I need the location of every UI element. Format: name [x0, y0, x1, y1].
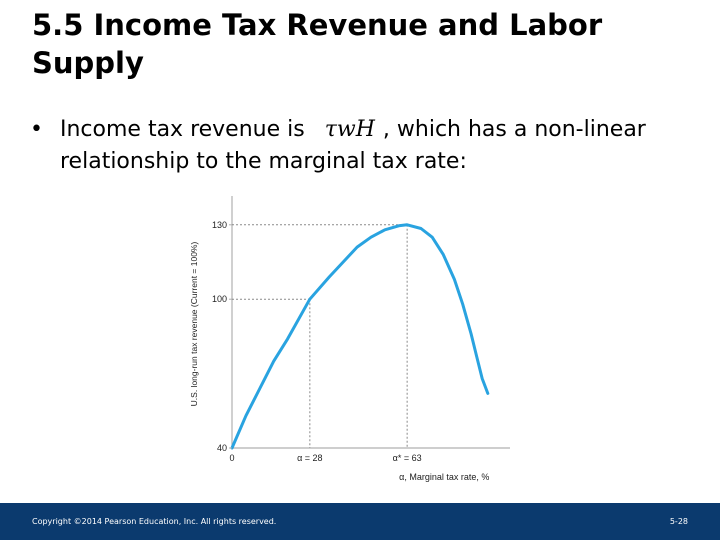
- footer-page-number: 5-28: [669, 517, 688, 526]
- x-tick-label: α = 28: [297, 453, 322, 463]
- slide-title: 5.5 Income Tax Revenue and Labor Supply: [32, 8, 603, 80]
- x-axis-title: α, Marginal tax rate, %: [399, 472, 489, 482]
- x-tick-label: 0: [229, 453, 234, 463]
- y-tick-label: 130: [212, 220, 227, 230]
- bullet-marker: •: [30, 117, 43, 142]
- footer-bar: Copyright ©2014 Pearson Education, Inc. …: [0, 503, 720, 540]
- x-tick-label: α* = 63: [393, 453, 422, 463]
- bullet-text-end: , which has a non-linear relationship to…: [60, 117, 646, 174]
- tax-revenue-chart: 40 100 130 0 α = 28 α* = 63 α, Marginal tax ra…: [189, 196, 510, 482]
- revenue-curve: [230, 223, 490, 450]
- y-tick-label: 40: [217, 443, 227, 453]
- y-axis-title: U.S. long-run tax revenue (Current = 100…: [189, 242, 199, 407]
- y-tick-label: 100: [212, 294, 227, 304]
- math-expression: τwH: [324, 117, 375, 142]
- footer-copyright: Copyright ©2014 Pearson Education, Inc. …: [32, 517, 277, 526]
- bullet-text-start: Income tax revenue is: [60, 117, 305, 142]
- bullet-text: Income tax revenue is τwH, which has a no…: [60, 114, 700, 178]
